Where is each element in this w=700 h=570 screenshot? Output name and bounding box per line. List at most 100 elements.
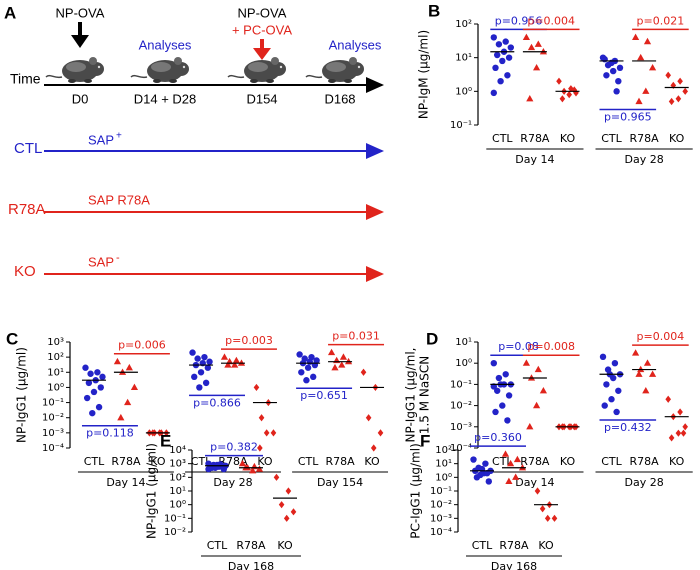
- arrow-head: [71, 35, 89, 48]
- data-point: [338, 361, 346, 368]
- chart-panel: B NP-IgM (µg/ml) 10⁻¹ 10⁰ 10¹ 10² CTL R78A KO Day…: [417, 1, 693, 166]
- data-point: [601, 402, 608, 409]
- data-point: [502, 371, 509, 378]
- x-tick-label: KO: [669, 132, 685, 145]
- panel-a: A NP-OVA Analyses NP-OVA + PC-OVA Analys…: [4, 3, 384, 282]
- data-point: [232, 356, 240, 364]
- data-point: [202, 379, 210, 387]
- data-point: [365, 414, 372, 422]
- day-label: D168: [324, 91, 355, 106]
- data-point: [507, 459, 515, 467]
- data-point: [526, 95, 534, 102]
- data-point: [82, 364, 89, 371]
- x-tick-label: KO: [150, 455, 166, 468]
- data-point: [539, 505, 546, 513]
- y-tick-label: 10⁻¹: [450, 379, 472, 390]
- data-point: [124, 398, 132, 406]
- data-point: [613, 408, 620, 416]
- data-point: [493, 51, 501, 59]
- data-point: [206, 358, 213, 365]
- data-point: [477, 471, 484, 479]
- data-point: [196, 384, 203, 391]
- y-axis-label: NP-IgM (µg/ml): [417, 30, 431, 119]
- data-point: [130, 383, 139, 391]
- day-label: D154: [246, 91, 277, 106]
- data-point: [495, 374, 503, 382]
- x-tick-label: R78A: [111, 455, 141, 468]
- data-point: [539, 47, 547, 55]
- data-point: [497, 77, 504, 85]
- data-point: [616, 64, 624, 72]
- data-point: [534, 40, 542, 47]
- data-point: [189, 349, 196, 356]
- group-label: Day 28: [624, 476, 663, 489]
- y-tick-label: 10⁻³: [450, 422, 472, 433]
- group-name: CTL: [14, 140, 42, 157]
- data-point: [534, 365, 542, 373]
- data-point: [608, 396, 615, 403]
- p-value: p=0.004: [637, 330, 685, 343]
- data-point: [270, 429, 277, 437]
- data-point: [668, 434, 675, 442]
- y-tick-label: 10⁻⁴: [450, 443, 472, 454]
- data-point: [224, 361, 232, 368]
- data-point: [507, 44, 514, 51]
- data-point: [615, 77, 622, 85]
- data-point: [532, 401, 541, 409]
- data-point: [377, 429, 384, 437]
- x-tick-label: CTL: [84, 455, 105, 468]
- data-point: [238, 459, 247, 467]
- data-point: [304, 364, 312, 371]
- data-point: [483, 470, 491, 477]
- data-point: [97, 384, 104, 391]
- data-point: [492, 408, 499, 416]
- y-tick-label: 10⁰: [435, 472, 452, 483]
- data-point: [559, 95, 566, 103]
- y-tick-label: 10⁻²: [42, 413, 64, 424]
- y-tick-label: 10⁰: [455, 86, 472, 97]
- panel-label: B: [428, 1, 440, 20]
- data-point: [482, 460, 489, 467]
- x-tick-label: KO: [364, 455, 380, 468]
- data-point: [83, 394, 91, 402]
- group-label: Day 168: [228, 560, 274, 570]
- data-point: [642, 386, 650, 394]
- data-point: [615, 387, 622, 394]
- p-value: p=0.118: [86, 427, 134, 440]
- data-point: [283, 514, 290, 522]
- data-point: [522, 33, 530, 40]
- group-label: Day 14: [515, 476, 554, 489]
- group-label: Day 14: [106, 476, 145, 489]
- data-point: [566, 90, 572, 99]
- data-point: [603, 381, 610, 388]
- y-tick-label: 10⁻²: [430, 500, 452, 511]
- p-value: p=0.008: [527, 340, 575, 353]
- x-tick-label: R78A: [325, 455, 355, 468]
- data-point: [637, 365, 645, 373]
- data-point: [611, 360, 619, 367]
- data-point: [635, 370, 643, 377]
- data-point: [94, 369, 101, 376]
- data-point: [253, 383, 260, 392]
- y-tick-label: 10¹: [455, 53, 472, 64]
- genotype-sup: +: [116, 131, 122, 142]
- x-tick-label: KO: [538, 539, 554, 552]
- data-point: [90, 388, 98, 396]
- data-point: [505, 477, 513, 485]
- y-tick-label: 10⁰: [455, 358, 472, 369]
- group-label: Day 154: [317, 476, 363, 489]
- data-point: [504, 417, 511, 424]
- data-point: [273, 473, 280, 481]
- data-point: [204, 364, 212, 371]
- data-point: [485, 478, 492, 485]
- data-point: [490, 360, 497, 367]
- data-point: [505, 54, 513, 61]
- data-point: [278, 501, 285, 509]
- data-point: [257, 444, 263, 452]
- data-point: [532, 64, 541, 71]
- y-tick-label: 10⁴: [169, 445, 186, 456]
- chart-panel: FPC-IgG1 (µg/ml) 10⁻⁴ 10⁻³ 10⁻² 10⁻¹ 10⁰ 10¹ 10…: [409, 431, 562, 570]
- panel-label: C: [6, 329, 18, 348]
- x-tick-label: CTL: [298, 455, 319, 468]
